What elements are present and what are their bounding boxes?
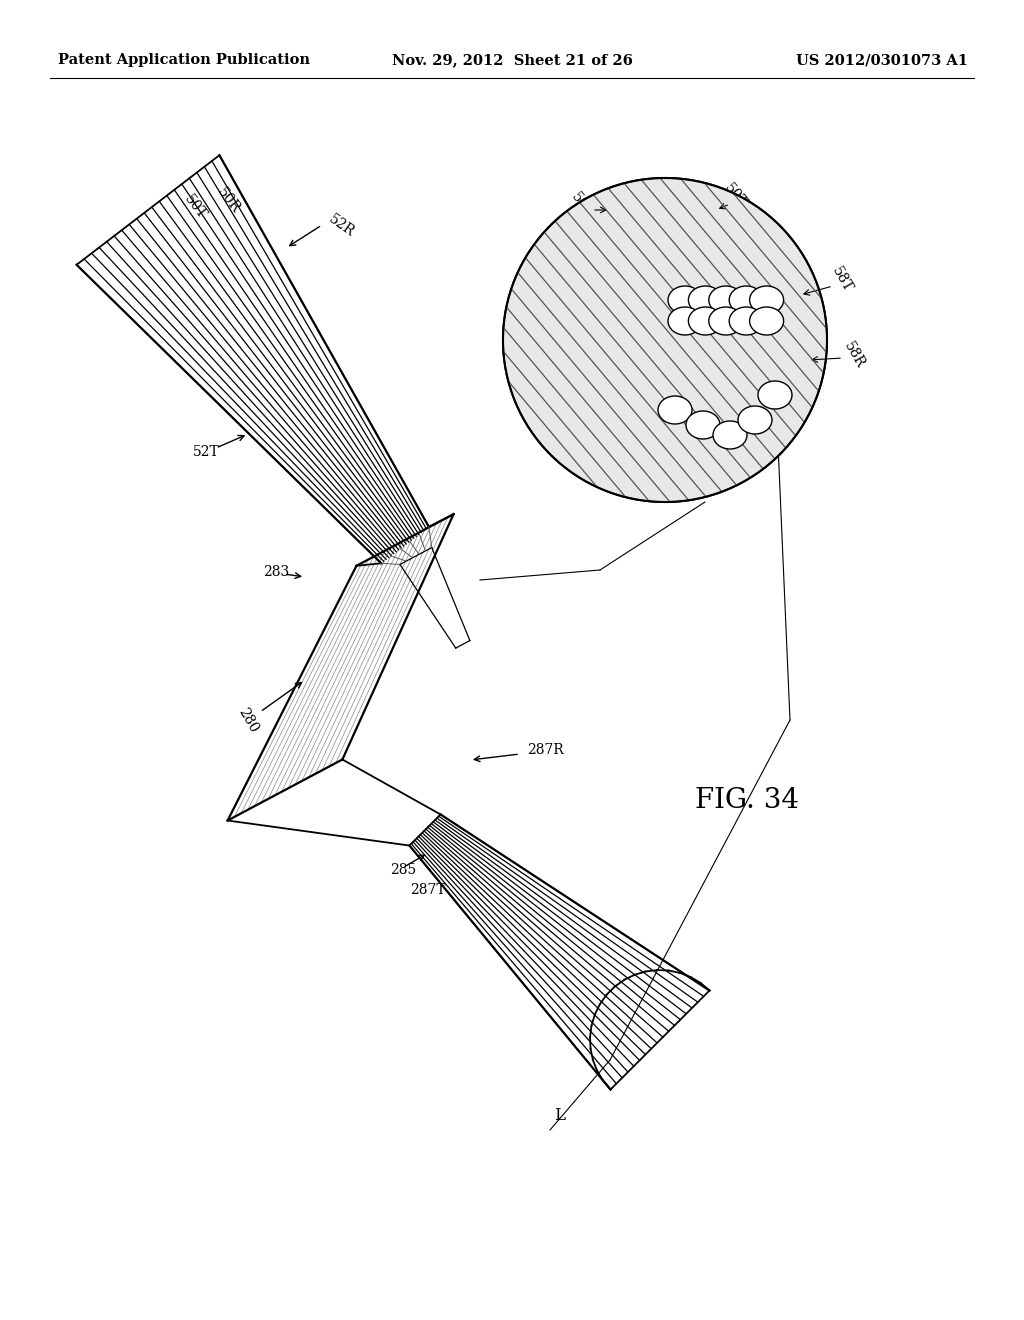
Text: 287T: 287T	[410, 883, 445, 898]
Text: 283: 283	[263, 565, 289, 579]
Text: L: L	[555, 1106, 565, 1123]
Text: US 2012/0301073 A1: US 2012/0301073 A1	[796, 53, 968, 67]
Text: 58T: 58T	[829, 265, 855, 296]
Text: 285: 285	[390, 863, 416, 876]
Circle shape	[503, 178, 827, 502]
Ellipse shape	[713, 421, 746, 449]
Text: FIG. 34: FIG. 34	[695, 787, 799, 813]
Text: 50T: 50T	[722, 181, 750, 211]
Ellipse shape	[750, 308, 783, 335]
Text: Patent Application Publication: Patent Application Publication	[58, 53, 310, 67]
Text: 50R: 50R	[568, 190, 597, 220]
Ellipse shape	[668, 308, 702, 335]
Ellipse shape	[688, 286, 722, 314]
Text: 280: 280	[236, 705, 261, 735]
Ellipse shape	[668, 286, 702, 314]
Ellipse shape	[688, 308, 722, 335]
Circle shape	[504, 180, 826, 502]
Text: 50T: 50T	[181, 193, 209, 222]
Text: 52R: 52R	[326, 213, 356, 240]
Ellipse shape	[729, 308, 763, 335]
Ellipse shape	[729, 286, 763, 314]
Ellipse shape	[738, 407, 772, 434]
Ellipse shape	[686, 411, 720, 440]
Text: 50R: 50R	[214, 186, 243, 216]
Text: 52T: 52T	[193, 445, 220, 459]
Ellipse shape	[709, 308, 742, 335]
Ellipse shape	[658, 396, 692, 424]
Ellipse shape	[709, 286, 742, 314]
Text: Nov. 29, 2012  Sheet 21 of 26: Nov. 29, 2012 Sheet 21 of 26	[391, 53, 633, 67]
Text: 58R: 58R	[841, 339, 867, 371]
Text: 287R: 287R	[527, 743, 564, 756]
Ellipse shape	[758, 381, 792, 409]
Ellipse shape	[750, 286, 783, 314]
